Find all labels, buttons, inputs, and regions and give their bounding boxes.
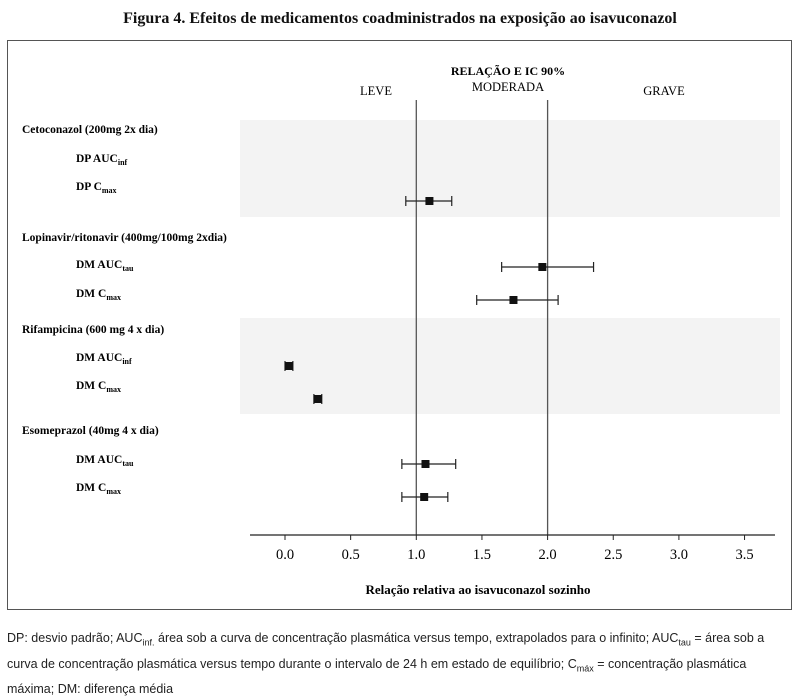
footnote-sub-3: máx (576, 663, 594, 673)
figure-title: Figura 4. Efeitos de medicamentos coadmi… (123, 10, 677, 27)
footnote-part-3: = área sob a curva de concentração plasm… (7, 631, 765, 671)
reference-label-moderada: MODERADA (472, 80, 544, 94)
x-tick-label: 2.5 (604, 547, 622, 563)
x-tick-label: 3.5 (735, 547, 753, 563)
row-label: DP Cmax (76, 181, 117, 195)
point-estimate (420, 493, 429, 501)
point-estimate (538, 263, 547, 271)
reference-label-grave: GRAVE (643, 84, 685, 98)
group-label: Esomeprazol (40mg 4 x dia) (22, 425, 159, 437)
point-estimate (425, 197, 434, 205)
group-label: Lopinavir/ritonavir (400mg/100mg 2xdia) (22, 232, 227, 244)
point-estimate (313, 395, 322, 403)
point-estimate (421, 460, 430, 468)
x-axis-label: Relação relativa ao isavuconazol sozinho (365, 582, 590, 597)
x-tick-label: 1.0 (407, 547, 425, 563)
group-band (240, 318, 780, 414)
group-band (240, 120, 780, 217)
x-tick-label: 2.0 (539, 547, 557, 563)
footnote-sub-1: inf. (142, 637, 155, 648)
footnote-sub-2: tau (678, 637, 691, 648)
row-label: DM AUCtau (76, 454, 134, 468)
group-label: Cetoconazol (200mg 2x dia) (22, 124, 158, 136)
row-label: DM Cmax (76, 288, 121, 302)
footnote: DP: desvio padrão; AUCinf. área sob a cu… (7, 628, 787, 700)
x-tick-label: 0.0 (276, 547, 294, 563)
forest-plot: RELAÇÃO E IC 90% LEVE MODERADA GRAVE Cetocon… (22, 64, 780, 597)
point-estimate (509, 296, 518, 304)
chart-subtitle: RELAÇÃO E IC 90% (451, 64, 565, 78)
x-tick-label: 0.5 (342, 547, 360, 563)
reference-label-leve: LEVE (360, 84, 392, 98)
row-label: DM AUCtau (76, 259, 134, 273)
x-tick-label: 1.5 (473, 547, 491, 563)
point-estimate (284, 362, 293, 370)
group-label: Rifampicina (600 mg 4 x dia) (22, 324, 164, 336)
footnote-part-1: DP: desvio padrão; AUC (7, 631, 143, 645)
footnote-part-2: área sob a curva de concentração plasmát… (154, 631, 679, 645)
row-label: DM AUCinf (76, 352, 132, 366)
row-label: DM Cmax (76, 482, 121, 496)
x-tick-label: 3.0 (670, 547, 688, 563)
row-label: DM Cmax (76, 380, 121, 394)
row-label: DP AUCinf (76, 153, 128, 167)
